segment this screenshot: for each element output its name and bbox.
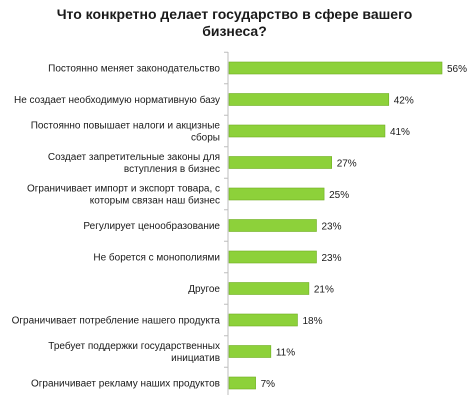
data-label: 11% bbox=[276, 348, 295, 359]
category-label-line: Регулирует ценообразование bbox=[83, 220, 220, 232]
category-label-line: Требует поддержки государственных bbox=[48, 340, 220, 352]
data-label: 23% bbox=[321, 222, 341, 233]
category-label-line: инициатив bbox=[171, 353, 220, 364]
bar bbox=[228, 250, 317, 264]
bar bbox=[228, 313, 298, 327]
category-label: Требует поддержки государственных инициат… bbox=[48, 340, 220, 364]
category-label: Постоянно повышает налоги и акцизные сбор… bbox=[31, 121, 221, 144]
category-label: Не борется с монополиями bbox=[93, 252, 220, 264]
data-label: 56% bbox=[447, 64, 467, 75]
chart-title: Что конкретно делает государство в сфере… bbox=[0, 6, 469, 40]
category-label-line: Другое bbox=[188, 284, 220, 295]
bar bbox=[228, 376, 256, 390]
category-label-line: Ограничивает потребление нашего продукта bbox=[12, 315, 221, 327]
data-label: 18% bbox=[302, 316, 322, 327]
bar bbox=[228, 219, 317, 232]
chart-title-line-2: бизнеса? bbox=[202, 23, 267, 39]
category-label: Постоянно меняет законодательство bbox=[48, 64, 220, 75]
category-label-line: вступления в бизнес bbox=[124, 163, 220, 175]
data-label: 25% bbox=[329, 190, 349, 201]
data-label: 23% bbox=[321, 253, 341, 264]
data-label: 41% bbox=[390, 127, 410, 138]
category-label-line: Ограничивает рекламу наших продуктов bbox=[31, 379, 220, 390]
bar bbox=[228, 282, 310, 295]
bar bbox=[228, 61, 443, 75]
data-label: 42% bbox=[394, 96, 414, 107]
category-label: Ограничивает потребление нашего продукта bbox=[12, 315, 221, 327]
category-label-line: Ограничивает импорт и экспорт товара, с bbox=[27, 184, 220, 195]
category-label-line: Постоянно повышает налоги и акцизные bbox=[31, 121, 221, 132]
bar bbox=[228, 187, 325, 201]
category-label: Регулирует ценообразование bbox=[83, 220, 220, 232]
category-label-line: Не борется с монополиями bbox=[93, 252, 220, 264]
category-label-line: которым связан наш бизнес bbox=[90, 195, 220, 207]
chart-title-line-1: Что конкретно делает государство в сфере… bbox=[56, 6, 413, 22]
bar bbox=[228, 345, 272, 358]
category-label: Создает запретительные законы для вступле… bbox=[48, 152, 220, 175]
category-label-line: Не создает необходимую нормативную базу bbox=[14, 94, 220, 106]
bar bbox=[228, 156, 332, 169]
category-label: Другое bbox=[188, 284, 220, 295]
category-label-line: Создает запретительные законы для bbox=[48, 152, 220, 163]
data-label: 21% bbox=[314, 285, 334, 296]
data-label: 27% bbox=[337, 159, 357, 170]
category-label-line: Постоянно меняет законодательство bbox=[48, 64, 220, 75]
bar bbox=[228, 93, 390, 106]
category-label-line: сборы bbox=[191, 132, 220, 144]
category-label: Не создает необходимую нормативную базу bbox=[14, 94, 220, 106]
bar bbox=[228, 124, 386, 138]
data-label: 7% bbox=[261, 379, 276, 390]
category-label: Ограничивает рекламу наших продуктов bbox=[31, 379, 220, 390]
